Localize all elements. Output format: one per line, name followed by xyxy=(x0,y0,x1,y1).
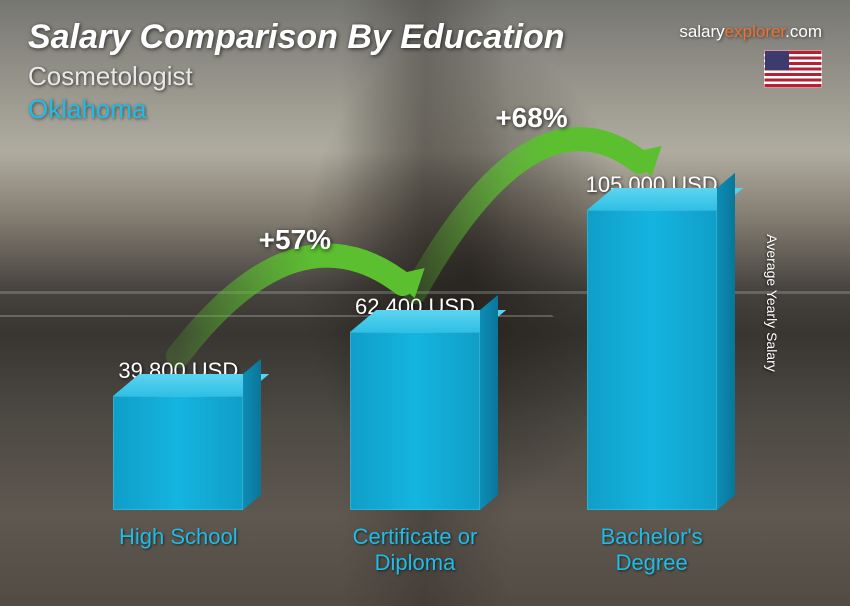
job-subtitle: Cosmetologist xyxy=(28,61,822,92)
brand-suffix: .com xyxy=(785,22,822,41)
us-flag-icon xyxy=(764,50,822,88)
brand-mid: explorer xyxy=(725,22,785,41)
percent-increase-label: +57% xyxy=(259,224,331,256)
brand-prefix: salary xyxy=(679,22,724,41)
brand-label: salaryexplorer.com xyxy=(679,22,822,42)
y-axis-label: Average Yearly Salary xyxy=(763,234,779,372)
category-label: High School xyxy=(119,524,238,578)
category-label: Certificate orDiploma xyxy=(353,524,478,578)
increase-arrow: +68% xyxy=(375,90,692,332)
category-label: Bachelor'sDegree xyxy=(601,524,703,578)
bar xyxy=(113,396,243,510)
location-label: Oklahoma xyxy=(28,94,822,125)
